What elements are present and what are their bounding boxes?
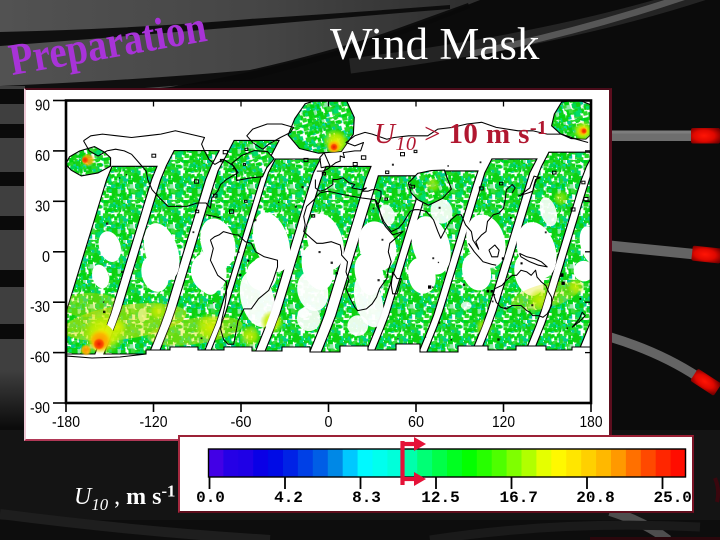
- svg-text:20.8: 20.8: [576, 489, 614, 507]
- svg-text:60: 60: [35, 148, 50, 165]
- svg-text:4.2: 4.2: [274, 489, 303, 507]
- svg-text:-120: -120: [140, 414, 168, 431]
- svg-text:0: 0: [325, 414, 333, 431]
- svg-text:-90: -90: [30, 400, 50, 417]
- svg-text:0: 0: [42, 249, 50, 266]
- svg-text:120: 120: [492, 414, 515, 431]
- svg-text:60: 60: [408, 414, 424, 431]
- svg-text:8.3: 8.3: [352, 489, 381, 507]
- svg-text:90: 90: [35, 98, 50, 115]
- svg-text:16.7: 16.7: [499, 489, 537, 507]
- svg-text:-180: -180: [52, 414, 80, 431]
- svg-text:180: 180: [580, 414, 603, 431]
- svg-text:-60: -60: [30, 350, 50, 367]
- svg-text:25.0: 25.0: [653, 489, 691, 507]
- svg-text:-60: -60: [231, 414, 252, 431]
- svg-text:12.5: 12.5: [421, 489, 459, 507]
- svg-text:30: 30: [35, 198, 50, 215]
- svg-text:-30: -30: [30, 299, 50, 316]
- svg-text:0.0: 0.0: [196, 489, 225, 507]
